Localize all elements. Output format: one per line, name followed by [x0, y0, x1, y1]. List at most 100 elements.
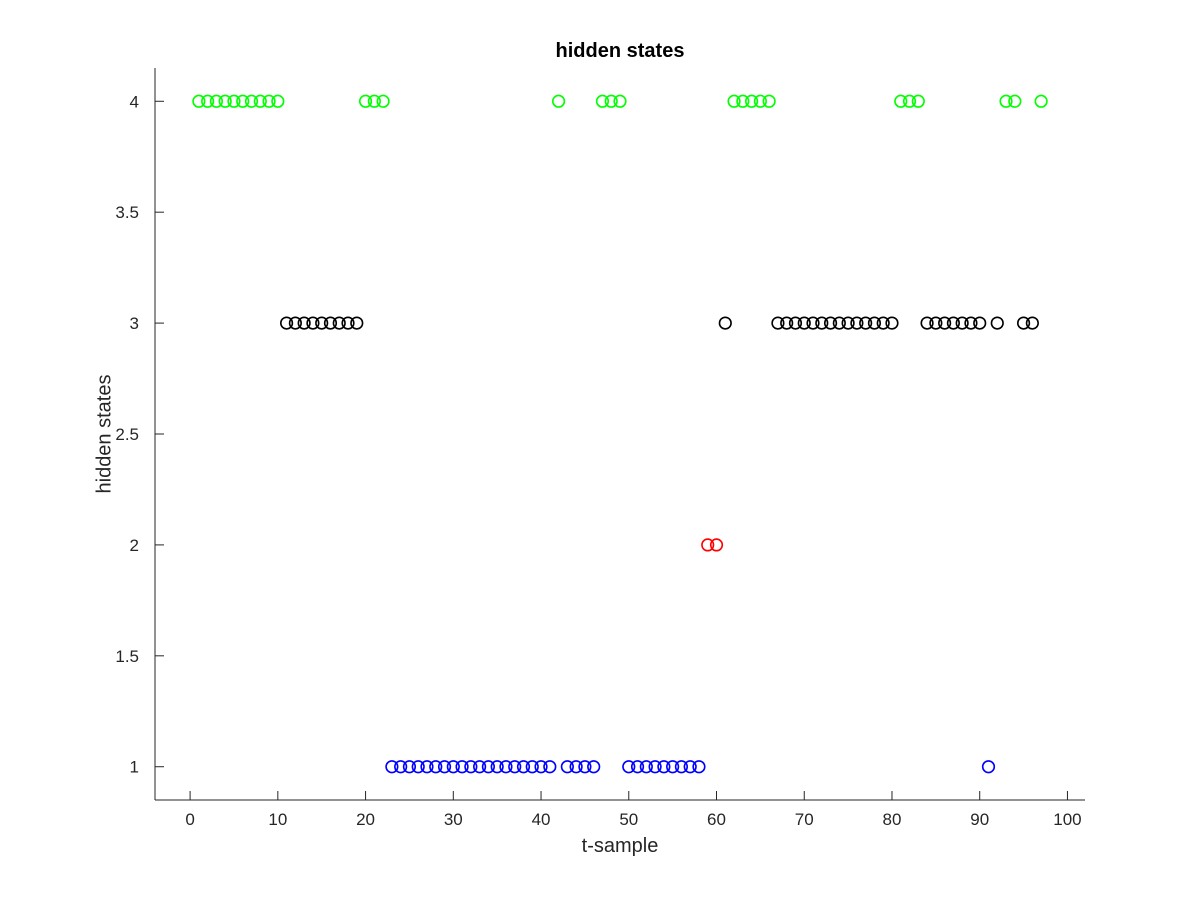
- series-state-4: [192, 94, 1048, 108]
- x-axis-label: t-sample: [582, 835, 659, 857]
- data-point: [534, 760, 548, 774]
- series-state-3: [280, 316, 1039, 330]
- data-point: [455, 760, 469, 774]
- data-point: [315, 316, 329, 330]
- data-point: [674, 760, 689, 774]
- data-point: [218, 94, 232, 108]
- data-point: [569, 760, 583, 774]
- data-point: [780, 316, 794, 330]
- x-tick-label: 60: [707, 810, 726, 829]
- data-point: [297, 316, 311, 330]
- y-tick-label: 1.5: [115, 647, 139, 666]
- data-point: [815, 316, 829, 330]
- data-point: [622, 760, 636, 774]
- data-point: [437, 760, 452, 774]
- data-point: [323, 316, 338, 330]
- data-point: [516, 760, 531, 774]
- data-point: [876, 316, 890, 330]
- data-point: [604, 94, 618, 108]
- data-point: [981, 760, 996, 774]
- data-point: [823, 316, 838, 330]
- data-point: [578, 760, 592, 774]
- data-point: [236, 94, 250, 108]
- data-point: [464, 760, 478, 774]
- data-point: [911, 94, 925, 108]
- data-point: [1008, 94, 1022, 108]
- x-axis-ticks: 0 10 20 30 40 50 60 70 80 90 100: [185, 791, 1082, 829]
- data-point: [1034, 94, 1048, 108]
- data-point: [709, 538, 724, 552]
- x-tick-label: 20: [356, 810, 375, 829]
- data-point: [832, 316, 846, 330]
- data-point: [244, 94, 259, 108]
- y-tick-label: 3.5: [115, 203, 139, 222]
- data-point: [1025, 316, 1039, 330]
- data-point: [973, 316, 987, 330]
- series-state-1: [385, 760, 996, 774]
- data-point: [666, 760, 680, 774]
- data-point: [639, 760, 653, 774]
- data-point: [446, 760, 460, 774]
- data-point: [692, 760, 706, 774]
- data-point: [850, 316, 864, 330]
- data-point: [806, 316, 820, 330]
- x-tick-label: 100: [1053, 810, 1081, 829]
- data-point: [595, 94, 610, 108]
- data-point: [885, 316, 899, 330]
- data-point: [543, 760, 557, 774]
- data-point: [525, 760, 539, 774]
- data-point: [306, 316, 320, 330]
- data-point: [867, 316, 882, 330]
- plot-area: [154, 68, 1085, 801]
- data-point: [420, 760, 434, 774]
- data-point: [394, 760, 408, 774]
- data-point: [902, 94, 917, 108]
- y-tick-label: 4: [130, 92, 139, 111]
- data-point: [271, 94, 285, 108]
- data-point: [841, 316, 855, 330]
- data-point: [481, 760, 495, 774]
- data-point: [797, 316, 811, 330]
- data-point: [262, 94, 276, 108]
- data-point: [955, 316, 969, 330]
- data-point: [499, 760, 513, 774]
- y-tick-label: 2: [130, 536, 139, 555]
- x-tick-label: 50: [619, 810, 638, 829]
- x-tick-label: 30: [444, 810, 463, 829]
- data-point: [253, 94, 267, 108]
- y-axis-label: hidden states: [93, 375, 115, 494]
- data-point: [429, 760, 443, 774]
- data-point: [718, 316, 732, 330]
- data-point: [753, 94, 767, 108]
- data-point: [227, 94, 241, 108]
- data-point: [385, 760, 399, 774]
- data-point: [341, 316, 355, 330]
- x-tick-label: 0: [185, 810, 194, 829]
- data-point: [367, 94, 381, 108]
- y-tick-label: 3: [130, 314, 139, 333]
- data-point: [358, 94, 373, 108]
- data-point: [201, 94, 215, 108]
- data-point: [1016, 316, 1031, 330]
- data-point: [938, 316, 952, 330]
- data-point: [508, 760, 522, 774]
- data-point: [411, 760, 425, 774]
- data-point: [587, 760, 601, 774]
- data-point: [964, 316, 978, 330]
- data-point: [771, 316, 785, 330]
- data-point: [990, 316, 1004, 330]
- data-markers: [192, 94, 1048, 774]
- data-point: [648, 760, 662, 774]
- y-tick-label: 1: [130, 758, 139, 777]
- data-point: [473, 760, 487, 774]
- data-point: [490, 760, 504, 774]
- x-tick-label: 90: [970, 810, 989, 829]
- data-point: [551, 94, 566, 108]
- x-tick-label: 40: [532, 810, 551, 829]
- data-point: [859, 316, 873, 330]
- x-tick-label: 80: [883, 810, 902, 829]
- x-tick-label: 70: [795, 810, 814, 829]
- data-point: [929, 316, 943, 330]
- data-point: [745, 94, 759, 108]
